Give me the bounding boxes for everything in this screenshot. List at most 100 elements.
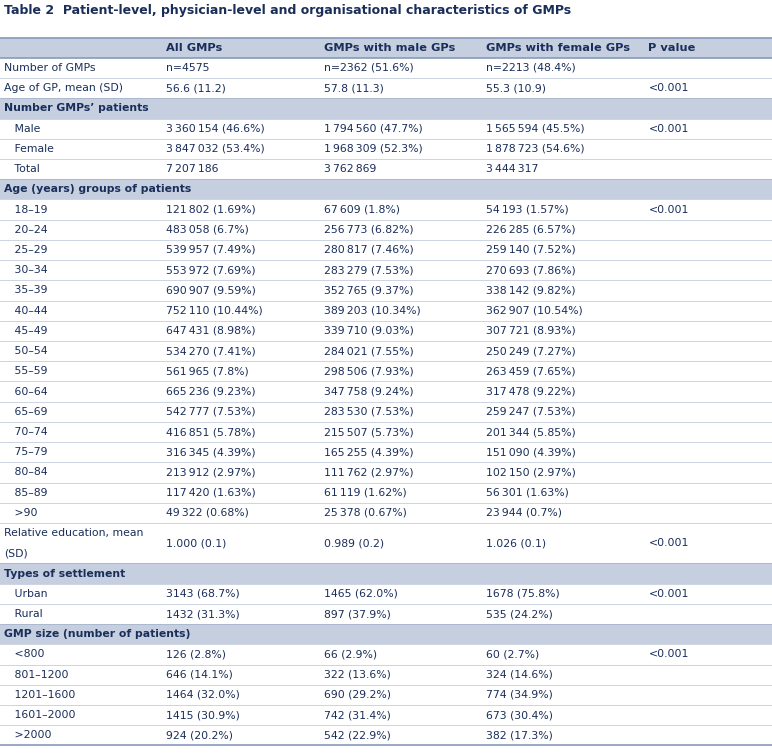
Text: 67 609 (1.8%): 67 609 (1.8%) (324, 205, 400, 215)
Bar (0, 624, 772, 645)
Bar (0, 99, 772, 118)
Text: 1 794 560 (47.7%): 1 794 560 (47.7%) (324, 123, 423, 133)
Text: 322 (13.6%): 322 (13.6%) (324, 669, 391, 680)
Bar (0, 300, 772, 321)
Text: 75–79: 75–79 (4, 447, 47, 457)
Bar (0, 503, 772, 523)
Text: 1 565 594 (45.5%): 1 565 594 (45.5%) (486, 123, 585, 133)
Text: Number GMPs’ patients: Number GMPs’ patients (4, 103, 148, 114)
Text: GMPs with male GPs: GMPs with male GPs (324, 43, 455, 53)
Text: 1465 (62.0%): 1465 (62.0%) (324, 589, 398, 599)
Text: 213 912 (2.97%): 213 912 (2.97%) (166, 468, 256, 477)
Text: 389 203 (10.34%): 389 203 (10.34%) (324, 306, 421, 316)
Text: 298 506 (7.93%): 298 506 (7.93%) (324, 367, 414, 376)
Bar (0, 422, 772, 442)
Text: 3143 (68.7%): 3143 (68.7%) (166, 589, 240, 599)
Text: 55.3 (10.9): 55.3 (10.9) (486, 84, 547, 93)
Bar (0, 401, 772, 422)
Text: 3 444 317: 3 444 317 (486, 164, 539, 174)
Text: n=2213 (48.4%): n=2213 (48.4%) (486, 63, 576, 73)
Text: 283 530 (7.53%): 283 530 (7.53%) (324, 407, 414, 416)
Text: 742 (31.4%): 742 (31.4%) (324, 710, 391, 720)
Text: 338 142 (9.82%): 338 142 (9.82%) (486, 285, 576, 295)
Text: 20–24: 20–24 (4, 225, 48, 235)
Text: 226 285 (6.57%): 226 285 (6.57%) (486, 225, 576, 235)
Bar (0, 159, 772, 179)
Text: 40–44: 40–44 (4, 306, 48, 316)
Text: 126 (2.8%): 126 (2.8%) (166, 650, 226, 660)
Text: 3 847 032 (53.4%): 3 847 032 (53.4%) (166, 144, 265, 154)
Text: 317 478 (9.22%): 317 478 (9.22%) (486, 386, 576, 397)
Bar (0, 260, 772, 280)
Bar (0, 563, 772, 584)
Text: 1 968 309 (52.3%): 1 968 309 (52.3%) (324, 144, 423, 154)
Text: (SD): (SD) (4, 548, 28, 558)
Bar (0, 118, 772, 139)
Text: 80–84: 80–84 (4, 468, 48, 477)
Text: <800: <800 (4, 650, 44, 660)
Text: 49 322 (0.68%): 49 322 (0.68%) (166, 508, 249, 518)
Text: 3 762 869: 3 762 869 (324, 164, 377, 174)
Text: 646 (14.1%): 646 (14.1%) (166, 669, 233, 680)
Text: 673 (30.4%): 673 (30.4%) (486, 710, 554, 720)
Text: 121 802 (1.69%): 121 802 (1.69%) (166, 205, 256, 215)
Bar (0, 442, 772, 462)
Text: 690 (29.2%): 690 (29.2%) (324, 690, 391, 700)
Text: 60–64: 60–64 (4, 386, 48, 397)
Bar (0, 58, 772, 78)
Text: 280 817 (7.46%): 280 817 (7.46%) (324, 245, 414, 255)
Text: 1415 (30.9%): 1415 (30.9%) (166, 710, 240, 720)
Text: 1.026 (0.1): 1.026 (0.1) (486, 538, 547, 548)
Text: 117 420 (1.63%): 117 420 (1.63%) (166, 488, 256, 498)
Bar (0, 220, 772, 240)
Text: <0.001: <0.001 (648, 205, 689, 215)
Text: 483 058 (6.7%): 483 058 (6.7%) (166, 225, 249, 235)
Text: 30–34: 30–34 (4, 265, 48, 275)
Text: 56 301 (1.63%): 56 301 (1.63%) (486, 488, 569, 498)
Text: 307 721 (8.93%): 307 721 (8.93%) (486, 326, 576, 336)
Text: 102 150 (2.97%): 102 150 (2.97%) (486, 468, 576, 477)
Text: Total: Total (4, 164, 39, 174)
Bar (0, 604, 772, 624)
Bar (0, 321, 772, 341)
Bar (0, 523, 772, 563)
Text: 324 (14.6%): 324 (14.6%) (486, 669, 554, 680)
Text: 897 (37.9%): 897 (37.9%) (324, 609, 391, 619)
Text: 66 (2.9%): 66 (2.9%) (324, 650, 378, 660)
Text: Urban: Urban (4, 589, 47, 599)
Text: Number of GMPs: Number of GMPs (4, 63, 96, 73)
Text: 0.989 (0.2): 0.989 (0.2) (324, 538, 384, 548)
Text: 7 207 186: 7 207 186 (166, 164, 218, 174)
Bar (0, 280, 772, 300)
Text: >90: >90 (4, 508, 37, 518)
Text: 690 907 (9.59%): 690 907 (9.59%) (166, 285, 256, 295)
Text: 752 110 (10.44%): 752 110 (10.44%) (166, 306, 262, 316)
Text: P value: P value (648, 43, 696, 53)
Text: 553 972 (7.69%): 553 972 (7.69%) (166, 265, 256, 275)
Text: 18–19: 18–19 (4, 205, 47, 215)
Text: 165 255 (4.39%): 165 255 (4.39%) (324, 447, 414, 457)
Text: 665 236 (9.23%): 665 236 (9.23%) (166, 386, 256, 397)
Bar (0, 139, 772, 159)
Text: 1 878 723 (54.6%): 1 878 723 (54.6%) (486, 144, 585, 154)
Text: 65–69: 65–69 (4, 407, 47, 416)
Text: n=2362 (51.6%): n=2362 (51.6%) (324, 63, 414, 73)
Text: GMP size (number of patients): GMP size (number of patients) (4, 630, 190, 639)
Text: All GMPs: All GMPs (166, 43, 222, 53)
Bar (0, 240, 772, 260)
Text: 539 957 (7.49%): 539 957 (7.49%) (166, 245, 256, 255)
Text: 1678 (75.8%): 1678 (75.8%) (486, 589, 560, 599)
Text: 542 (22.9%): 542 (22.9%) (324, 730, 391, 740)
Text: 25–29: 25–29 (4, 245, 47, 255)
Text: 50–54: 50–54 (4, 346, 48, 356)
Text: 57.8 (11.3): 57.8 (11.3) (324, 84, 384, 93)
Bar (0, 483, 772, 503)
Text: 25 378 (0.67%): 25 378 (0.67%) (324, 508, 407, 518)
Text: 347 758 (9.24%): 347 758 (9.24%) (324, 386, 414, 397)
Text: 382 (17.3%): 382 (17.3%) (486, 730, 554, 740)
Text: 60 (2.7%): 60 (2.7%) (486, 650, 540, 660)
Text: 256 773 (6.82%): 256 773 (6.82%) (324, 225, 414, 235)
Text: 259 247 (7.53%): 259 247 (7.53%) (486, 407, 576, 416)
Text: 416 851 (5.78%): 416 851 (5.78%) (166, 427, 256, 437)
Text: 45–49: 45–49 (4, 326, 47, 336)
